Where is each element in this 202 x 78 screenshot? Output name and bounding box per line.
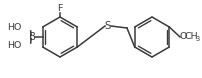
Text: B: B xyxy=(29,32,36,42)
Text: 3: 3 xyxy=(195,36,199,42)
Text: F: F xyxy=(57,4,62,13)
Text: S: S xyxy=(104,21,111,31)
Text: HO: HO xyxy=(7,23,22,33)
Text: CH: CH xyxy=(183,33,197,41)
Text: HO: HO xyxy=(7,41,22,50)
Text: O: O xyxy=(178,33,186,41)
